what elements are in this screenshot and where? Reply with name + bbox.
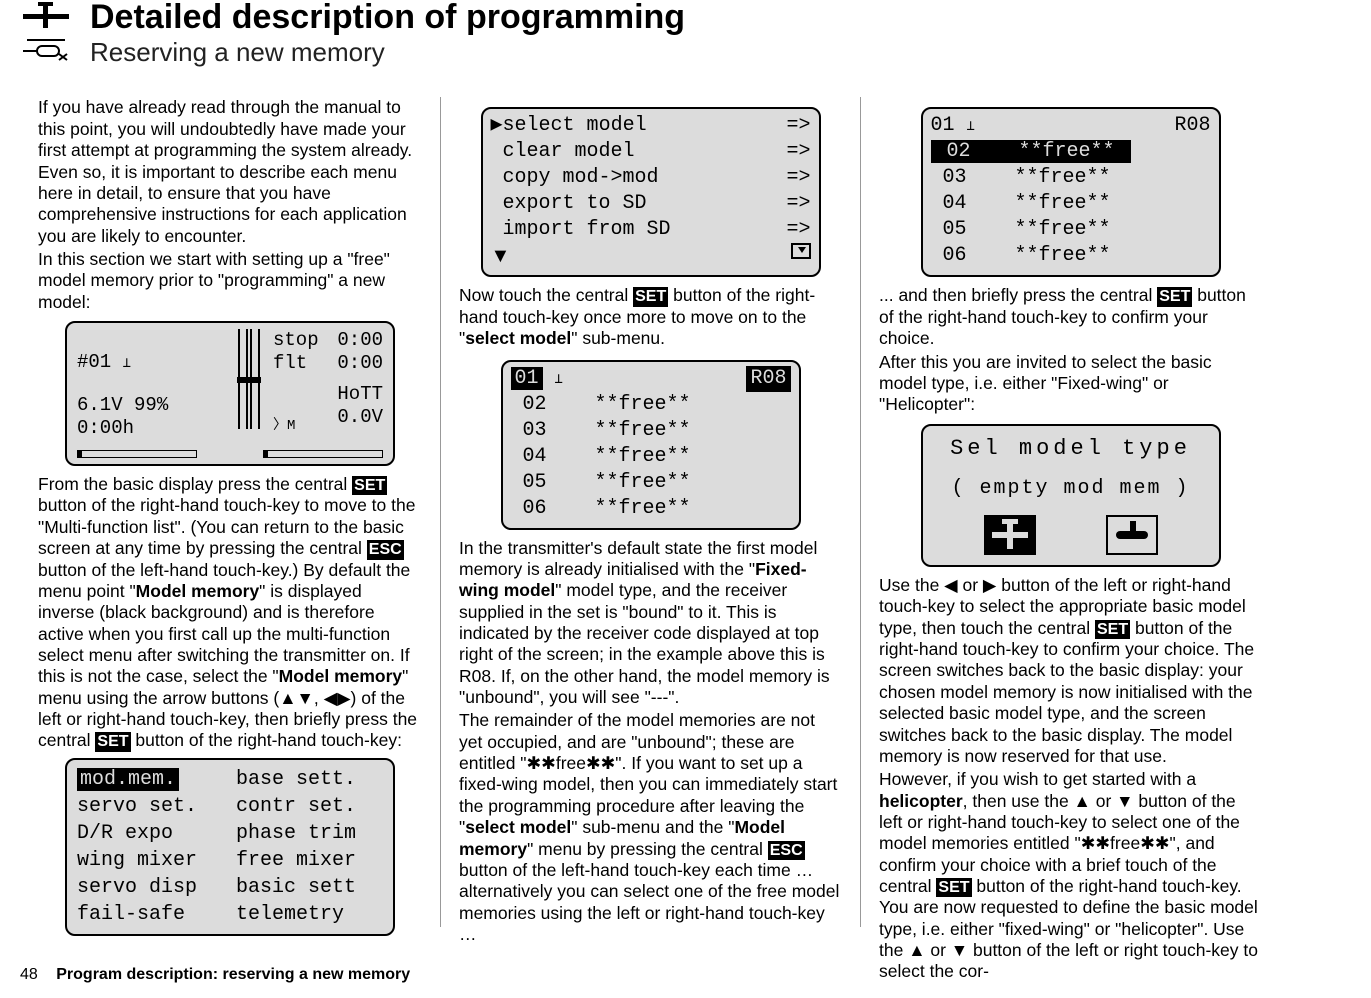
menu-row: export to SD =>: [491, 191, 811, 217]
menu-row: copy mod->mod =>: [491, 165, 811, 191]
page-title: Detailed description of programming: [90, 0, 685, 36]
set-button-label: SET: [936, 878, 971, 898]
page-number: 48: [20, 966, 38, 983]
set-button-label: SET: [1157, 287, 1192, 307]
bd-sticks: [237, 329, 263, 439]
menu-item: fail-safe: [77, 901, 224, 928]
lcd-multifunction-menu: mod.mem. servo set. D/R expo wing mixer …: [65, 758, 395, 936]
col2-para3: The remainder of the model memories are …: [459, 710, 842, 945]
menu-item: D/R expo: [77, 820, 224, 847]
menu-item-selected: mod.mem.: [77, 768, 179, 791]
bd-left: #01 ⊥ 6.1V 99% 0:00h: [77, 351, 168, 441]
columns: If you have already read through the man…: [20, 97, 1351, 927]
menu-col-right: base sett. contr set. phase trim free mi…: [236, 766, 383, 928]
col3-para3: Use the ◀ or ▶ button of the left or rig…: [879, 575, 1262, 767]
column-2: ▶select model => clear model => copy mod…: [440, 97, 860, 927]
col1-para3: From the basic display press the central…: [38, 474, 422, 752]
column-3: 01 ⊥ R08 02 **free** 03 **free** 04 **fr…: [860, 97, 1280, 927]
set-button-label: SET: [95, 732, 130, 752]
set-button-label: SET: [352, 476, 387, 496]
menu-item: servo disp: [77, 874, 224, 901]
menu-col-left: mod.mem. servo set. D/R expo wing mixer …: [77, 766, 224, 928]
bd-clock: 0:00h: [77, 417, 168, 440]
sd-card-icon: [791, 243, 811, 259]
helicopter-icon: [1106, 515, 1158, 555]
col3-para2: After this you are invited to select the…: [879, 352, 1262, 416]
header-icons: [20, 0, 72, 62]
esc-button-label: ESC: [367, 540, 404, 560]
lcd-select-model-menu: ▶select model => clear model => copy mod…: [481, 107, 821, 277]
set-button-label: SET: [1095, 620, 1130, 640]
menu-item: basic sett: [236, 874, 383, 901]
menu-item: servo set.: [77, 793, 224, 820]
lcd-slot-list-2: 01 ⊥ R08 02 **free** 03 **free** 04 **fr…: [921, 107, 1221, 277]
sel-type-subtitle: ( empty mod mem ): [923, 477, 1219, 501]
page-header: Detailed description of programming Rese…: [20, 0, 1351, 69]
page-footer: 48 Program description: reserving a new …: [20, 966, 410, 984]
menu-item: base sett.: [236, 766, 383, 793]
lcd-basic-display: #01 ⊥ 6.1V 99% 0:00h stop flt 〉M 0:00 0:…: [65, 321, 395, 466]
set-button-label: SET: [633, 287, 668, 307]
lcd-select-model-type: Sel model type ( empty mod mem ): [921, 424, 1221, 567]
bd-slot: #01 ⊥: [77, 351, 168, 374]
fixed-wing-icon: [984, 515, 1036, 555]
col3-para4: However, if you wish to get started with…: [879, 769, 1262, 983]
col2-para2: In the transmitter's default state the f…: [459, 538, 842, 709]
page-subtitle: Reserving a new memory: [90, 36, 685, 70]
column-1: If you have already read through the man…: [20, 97, 440, 927]
col1-para1: If you have already read through the man…: [38, 97, 422, 246]
col3-para1: ... and then briefly press the central S…: [879, 285, 1262, 349]
bd-volt: 6.1V 99%: [77, 394, 168, 416]
sel-type-title: Sel model type: [923, 436, 1219, 463]
menu-row: import from SD =>: [491, 217, 811, 243]
menu-item: wing mixer: [77, 847, 224, 874]
plane-top-icon: [23, 2, 69, 30]
menu-row: clear model =>: [491, 139, 811, 165]
footer-title: Program description: reserving a new mem…: [56, 966, 410, 983]
header-titles: Detailed description of programming Rese…: [90, 0, 685, 69]
menu-item: telemetry: [236, 901, 383, 928]
heli-icon: [23, 36, 69, 62]
menu-item: free mixer: [236, 847, 383, 874]
menu-row: ▶select model =>: [491, 113, 811, 139]
menu-item: phase trim: [236, 820, 383, 847]
bd-bottom-bars: [77, 444, 383, 458]
menu-footer: ▼: [491, 243, 811, 269]
lcd-slot-list-1: 01 ⊥ R08 02 **free** 03 **free** 04 **fr…: [501, 360, 801, 530]
bd-right-labels: stop flt 〉M: [273, 329, 319, 436]
bd-right-values: 0:00 0:00 HoTT 0.0V: [337, 329, 383, 430]
esc-button-label: ESC: [768, 841, 805, 861]
menu-item: contr set.: [236, 793, 383, 820]
col1-para2: In this section we start with setting up…: [38, 249, 422, 313]
col2-para1: Now touch the central SET button of the …: [459, 285, 842, 349]
